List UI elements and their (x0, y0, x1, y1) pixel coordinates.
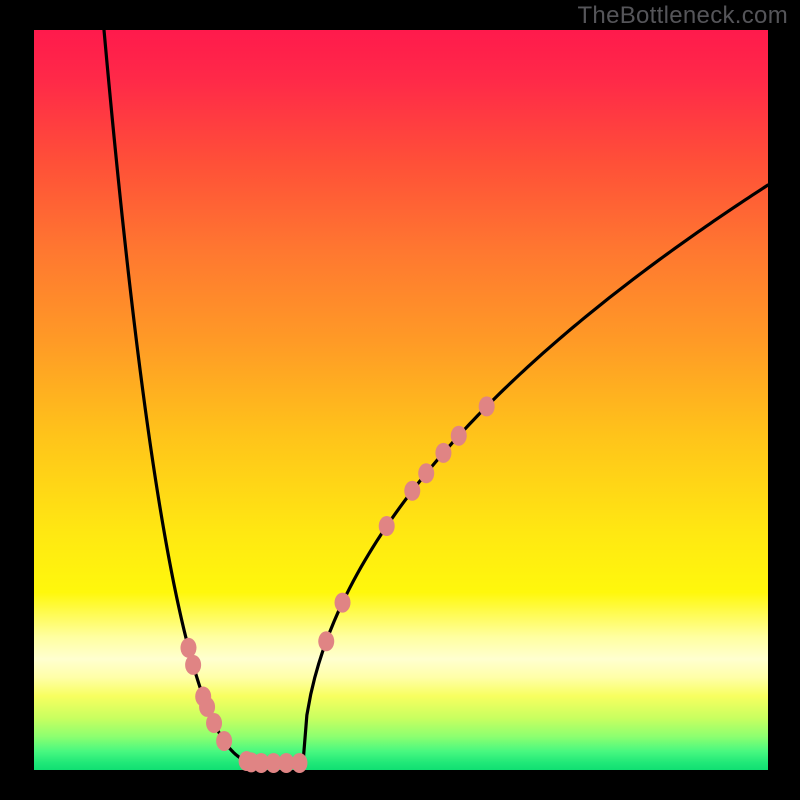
v-curve (104, 30, 768, 763)
data-marker (318, 631, 334, 651)
data-marker (291, 753, 307, 773)
watermark-text: TheBottleneck.com (577, 2, 788, 30)
data-marker (216, 731, 232, 751)
chart-stage: TheBottleneck.com (0, 0, 800, 800)
data-marker (479, 396, 495, 416)
plot-area (34, 30, 768, 770)
data-marker (206, 713, 222, 733)
data-marker (185, 655, 201, 675)
data-marker (451, 426, 467, 446)
data-markers (180, 396, 494, 773)
curve-layer (34, 30, 768, 770)
data-marker (335, 593, 351, 613)
data-marker (404, 481, 420, 501)
data-marker (418, 463, 434, 483)
data-marker (435, 443, 451, 463)
data-marker (180, 638, 196, 658)
data-marker (379, 516, 395, 536)
